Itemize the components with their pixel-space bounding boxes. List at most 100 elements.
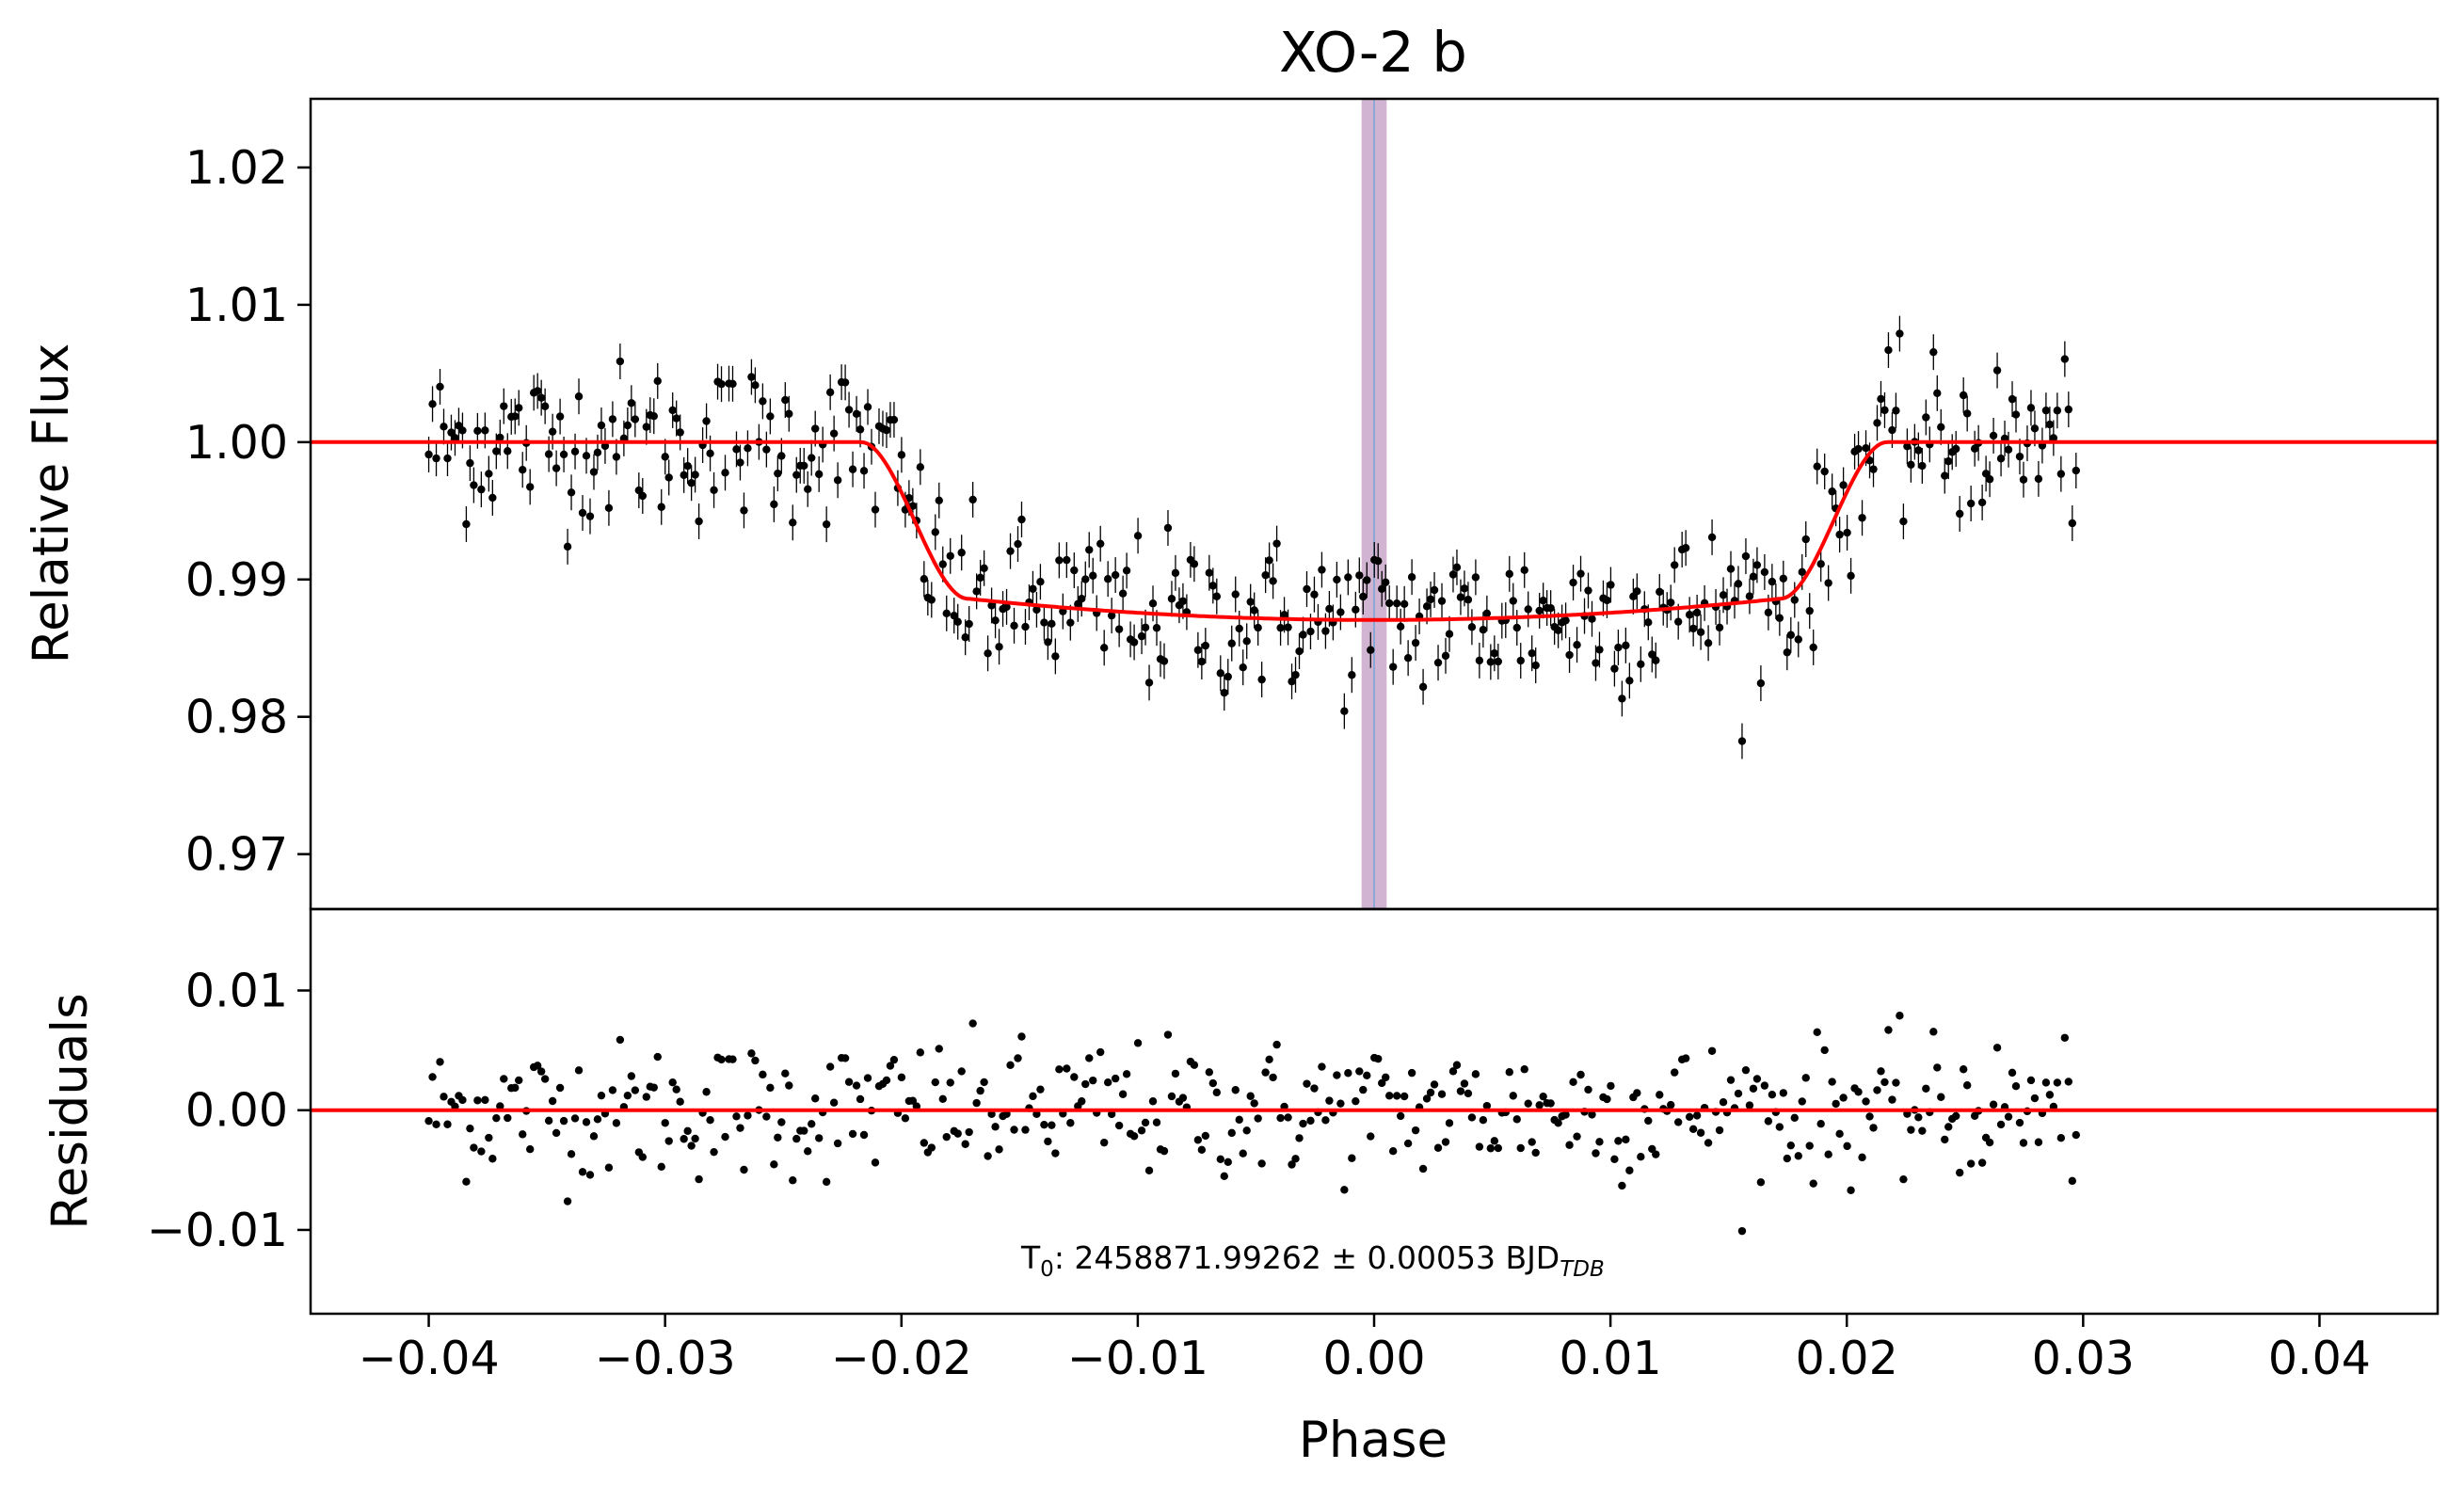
- flux-point: [2015, 452, 2024, 461]
- residual-point: [443, 1120, 452, 1128]
- residual-point: [1299, 1119, 1307, 1128]
- residual-point: [1726, 1076, 1736, 1084]
- flux-point: [785, 409, 793, 418]
- flux-point: [1625, 677, 1634, 685]
- flux-point: [2019, 475, 2028, 484]
- residual-point: [1873, 1086, 1881, 1094]
- flux-point: [1006, 547, 1015, 555]
- flux-point: [1269, 577, 1277, 585]
- residual-point: [774, 1133, 782, 1142]
- flux-point: [1171, 568, 1180, 578]
- flux-point: [1141, 623, 1150, 631]
- flux-point: [1786, 631, 1795, 639]
- residual-point: [1378, 1078, 1386, 1088]
- flux-point: [1880, 406, 1889, 415]
- residual-point: [1433, 1143, 1443, 1152]
- flux-point: [702, 417, 711, 425]
- flux-point: [1029, 584, 1037, 593]
- residual-point: [1622, 1135, 1630, 1144]
- flux-point: [440, 423, 448, 431]
- flux-point: [829, 429, 839, 438]
- residual-point: [668, 1078, 677, 1087]
- residual-point: [1269, 1073, 1277, 1082]
- residual-point: [840, 1054, 850, 1062]
- flux-point: [1805, 606, 1814, 615]
- residual-point: [2030, 1094, 2040, 1103]
- residual-point: [1010, 1126, 1018, 1134]
- residual-point: [1029, 1092, 1037, 1101]
- flux-point: [540, 402, 550, 410]
- residual-point: [1962, 1081, 1972, 1090]
- residual-point: [1877, 1067, 1885, 1076]
- flux-point: [563, 542, 572, 551]
- residual-point: [589, 1132, 599, 1141]
- flux-point: [1869, 465, 1878, 473]
- residual-point: [1688, 1125, 1698, 1134]
- residual-point: [980, 1078, 988, 1087]
- flux-point: [1017, 515, 1026, 524]
- residual-point: [1348, 1154, 1356, 1162]
- flux-point: [1193, 646, 1203, 654]
- flux-point: [706, 449, 714, 458]
- flux-y-axis-label: Relative Flux: [23, 343, 80, 664]
- residual-point: [706, 1115, 714, 1125]
- flux-point: [759, 397, 767, 406]
- flux-point: [2008, 394, 2017, 404]
- residual-point: [2004, 1112, 2013, 1121]
- flux-point: [889, 415, 899, 424]
- residual-point: [1516, 1143, 1525, 1153]
- residual-point: [732, 1112, 741, 1121]
- flux-point: [1160, 657, 1169, 665]
- residual-point: [2019, 1139, 2028, 1147]
- flux-point: [1760, 567, 1769, 577]
- flux-point: [536, 393, 546, 402]
- residual-point: [1509, 1092, 1517, 1100]
- residual-point: [800, 1126, 808, 1135]
- flux-point: [638, 491, 648, 501]
- residual-point: [728, 1055, 737, 1063]
- residual-point: [1403, 1139, 1413, 1148]
- flux-point: [1010, 621, 1018, 631]
- residual-point: [1333, 1071, 1341, 1079]
- residual-point: [1456, 1087, 1465, 1095]
- residual-point: [912, 1102, 921, 1110]
- flux-point: [616, 357, 625, 366]
- residual-point: [1614, 1137, 1623, 1145]
- flux-point: [1224, 672, 1232, 681]
- flux-point: [1610, 664, 1619, 673]
- residual-point: [968, 1019, 977, 1028]
- residual-point: [1715, 1126, 1724, 1135]
- flux-point: [1396, 622, 1405, 631]
- flux-point: [1783, 648, 1792, 657]
- residual-point: [492, 1113, 501, 1123]
- flux-point: [1779, 574, 1788, 583]
- residual-point: [1592, 1149, 1600, 1158]
- flux-point: [1021, 622, 1030, 631]
- residual-point: [1865, 1112, 1874, 1121]
- flux-point: [1494, 657, 1503, 666]
- residual-point: [1880, 1078, 1889, 1087]
- flux-point: [631, 415, 640, 423]
- flux-point: [1129, 638, 1139, 647]
- residual-point: [1418, 1164, 1428, 1174]
- residual-point: [1321, 1116, 1330, 1125]
- residual-point: [1407, 1068, 1416, 1078]
- flux-point: [680, 471, 688, 480]
- flux-point: [672, 414, 680, 423]
- residual-point: [683, 1126, 692, 1136]
- flux-point: [1637, 660, 1645, 669]
- flux-point: [822, 519, 831, 529]
- flux-point: [938, 560, 947, 568]
- residual-point: [1681, 1054, 1690, 1062]
- flux-point: [683, 461, 692, 471]
- residual-point: [1959, 1065, 1968, 1074]
- residual-point: [844, 1078, 854, 1086]
- residual-point: [1197, 1145, 1207, 1155]
- residual-point: [1752, 1075, 1762, 1083]
- residual-point: [1205, 1068, 1214, 1077]
- flux-point: [1561, 616, 1570, 625]
- residual-point: [825, 1062, 835, 1071]
- residual-point: [814, 1134, 824, 1142]
- x-tick-label: 0.00: [1322, 1332, 1425, 1385]
- flux-point: [1048, 619, 1056, 629]
